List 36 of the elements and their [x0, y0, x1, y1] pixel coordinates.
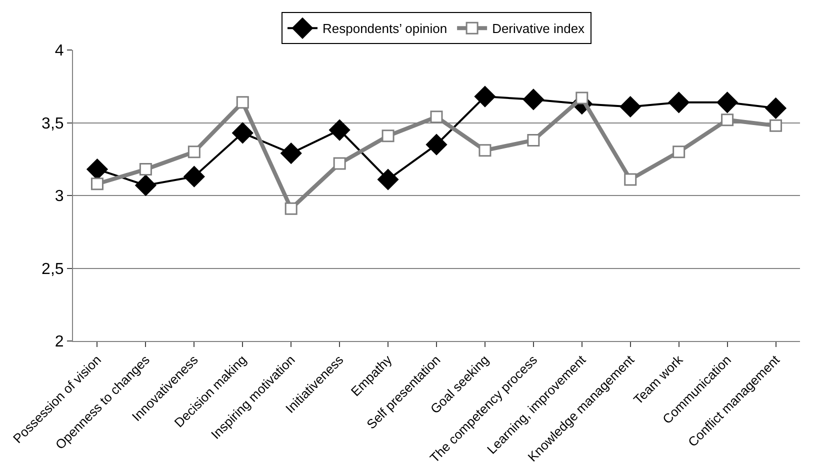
point [333, 157, 346, 170]
point [527, 134, 540, 146]
point [770, 119, 782, 132]
point [284, 202, 298, 215]
point [139, 163, 152, 176]
point [721, 114, 734, 126]
point [474, 86, 496, 108]
point [522, 88, 544, 110]
point [624, 173, 637, 186]
point [672, 146, 686, 158]
point [86, 158, 108, 180]
point [280, 142, 302, 164]
y-tick-label: 4 [54, 42, 64, 60]
point [329, 120, 350, 141]
y-tick-label: 2,5 [42, 260, 64, 278]
point [184, 166, 205, 188]
legend-label: Respondents’ opinion [322, 21, 448, 36]
y-tick-label: 2 [54, 334, 64, 351]
point [232, 122, 254, 144]
point [576, 92, 588, 104]
point [478, 144, 492, 157]
point [188, 146, 200, 158]
point [668, 92, 690, 113]
point [135, 174, 156, 196]
point [426, 134, 447, 156]
point [378, 169, 399, 190]
point [90, 178, 104, 190]
point [382, 130, 394, 142]
point [620, 96, 641, 118]
y-tick-label: 3,5 [42, 115, 64, 132]
point [430, 110, 443, 124]
point [236, 96, 249, 109]
legend-label: Derivative index [492, 21, 586, 36]
point [716, 92, 738, 113]
point [765, 98, 786, 119]
y-tick-label: 3 [54, 188, 64, 206]
